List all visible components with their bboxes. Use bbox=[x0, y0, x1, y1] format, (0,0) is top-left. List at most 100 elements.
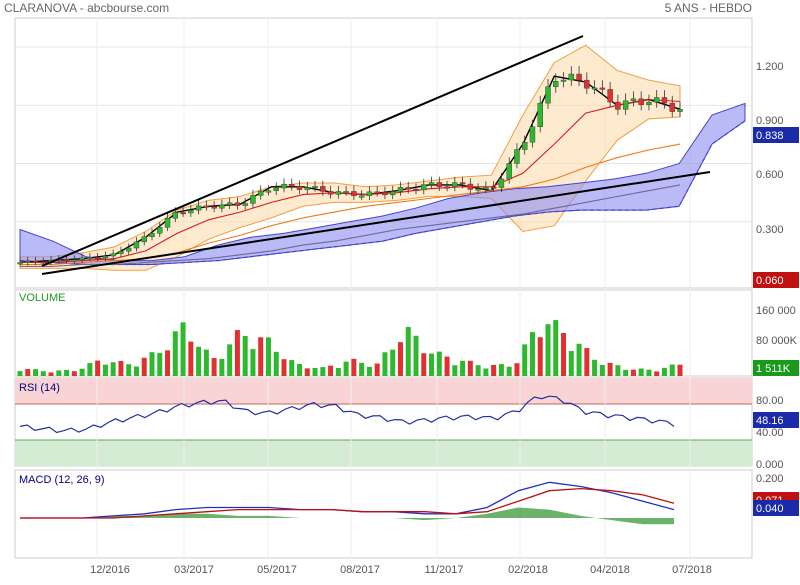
rsi-overbought-zone bbox=[15, 378, 752, 404]
candle-body bbox=[40, 261, 46, 264]
volume-bar bbox=[133, 366, 139, 376]
macd-histogram bbox=[20, 507, 674, 525]
x-axis-label: 11/2017 bbox=[425, 564, 464, 576]
volume-bar bbox=[335, 367, 341, 376]
volume-bar bbox=[79, 368, 85, 376]
candle-body bbox=[553, 81, 559, 87]
candle-body bbox=[646, 101, 652, 106]
volume-bar bbox=[460, 360, 466, 376]
macd-tick-0200: 0.200 bbox=[756, 473, 784, 485]
x-axis-label: 02/2018 bbox=[508, 564, 548, 576]
volume-bar bbox=[506, 366, 512, 376]
candle-body bbox=[374, 191, 380, 194]
rsi-last-value-box bbox=[753, 412, 799, 428]
volume-bar bbox=[126, 364, 132, 376]
rsi-tick-40: 40.00 bbox=[756, 427, 784, 439]
candle-body bbox=[483, 186, 489, 190]
candle-body bbox=[157, 227, 163, 234]
candle-body bbox=[102, 255, 109, 259]
candle-body bbox=[615, 101, 621, 110]
volume-bar bbox=[382, 352, 388, 376]
candle-body bbox=[358, 195, 365, 198]
candle-body bbox=[506, 163, 512, 180]
volume-bar bbox=[522, 344, 528, 376]
volume-bar bbox=[40, 371, 46, 376]
volume-bar bbox=[607, 362, 613, 376]
candle-body bbox=[654, 97, 660, 103]
volume-bar bbox=[568, 351, 574, 376]
macd-title: MACD (12, 26, 9) bbox=[19, 474, 105, 486]
rsi-last-value: 48.16 bbox=[756, 415, 784, 427]
volume-bar bbox=[227, 344, 233, 376]
candle-body bbox=[335, 191, 342, 195]
candle-body bbox=[669, 102, 675, 112]
volume-bar bbox=[421, 353, 427, 376]
candle-body bbox=[545, 86, 551, 104]
candle-body bbox=[537, 102, 543, 128]
candle-body bbox=[459, 182, 466, 185]
volume-bar bbox=[118, 360, 124, 376]
volume-bar bbox=[149, 352, 155, 376]
candle-body bbox=[71, 259, 78, 262]
candle-body bbox=[110, 253, 116, 257]
candle-body bbox=[428, 182, 435, 185]
price-tick-1200: 1.200 bbox=[756, 61, 784, 73]
x-axis-label: 05/2017 bbox=[257, 564, 297, 576]
volume-bar bbox=[413, 335, 419, 376]
candle-body bbox=[203, 205, 210, 208]
volume-bar bbox=[320, 367, 326, 376]
volume-bar bbox=[48, 372, 54, 376]
volume-bar bbox=[452, 365, 458, 376]
candle-body bbox=[327, 191, 334, 195]
candle-body bbox=[529, 126, 536, 143]
volume-bar bbox=[646, 369, 652, 376]
ma-line bbox=[20, 184, 681, 267]
candle-body bbox=[343, 191, 349, 194]
volume-bar bbox=[669, 364, 675, 376]
candle-body bbox=[25, 260, 31, 263]
candle-body bbox=[180, 212, 186, 215]
volume-bar bbox=[64, 369, 70, 376]
candle-body bbox=[195, 205, 202, 211]
candle-body bbox=[390, 191, 396, 196]
volume-bar bbox=[172, 331, 178, 376]
candle-body bbox=[599, 87, 606, 90]
candle-body bbox=[296, 186, 303, 190]
candle-body bbox=[436, 182, 442, 187]
volume-tick-80000: 80 000K bbox=[756, 335, 798, 347]
x-axis-labels: 12/2016 03/2017 05/2017 08/2017 11/2017 02/20… bbox=[90, 564, 712, 576]
volume-bar bbox=[71, 371, 77, 376]
candlesticks bbox=[17, 66, 683, 266]
candle-body bbox=[188, 210, 194, 214]
volume-bar bbox=[33, 369, 39, 376]
rsi-tick-80: 80.00 bbox=[756, 395, 784, 407]
candle-body bbox=[304, 187, 310, 190]
candle-body bbox=[413, 188, 419, 191]
candle-body bbox=[638, 98, 644, 106]
price-tick-0300: 0.300 bbox=[756, 224, 784, 236]
volume-bar bbox=[281, 359, 287, 376]
price-low-value-box bbox=[753, 272, 799, 288]
x-axis-label: 08/2017 bbox=[340, 564, 380, 576]
volume-bar bbox=[17, 371, 23, 376]
upper-trendline bbox=[41, 35, 584, 267]
candle-body bbox=[172, 212, 178, 219]
volume-bar bbox=[304, 368, 310, 376]
lower-trendline bbox=[41, 171, 711, 275]
candle-body bbox=[211, 206, 217, 209]
candle-body bbox=[514, 149, 520, 164]
volume-bar bbox=[188, 341, 194, 376]
macd-signal-line bbox=[20, 487, 675, 519]
candle-body bbox=[234, 202, 241, 206]
volume-bar bbox=[165, 350, 171, 376]
volume-bar bbox=[654, 371, 660, 376]
volume-bar bbox=[374, 363, 380, 376]
rsi-line bbox=[19, 395, 675, 434]
candle-body bbox=[164, 218, 171, 228]
candle-body bbox=[444, 186, 450, 189]
volume-bar bbox=[397, 342, 403, 376]
volume-bar bbox=[211, 358, 217, 376]
volume-tick-160000: 160 000 bbox=[756, 305, 796, 317]
